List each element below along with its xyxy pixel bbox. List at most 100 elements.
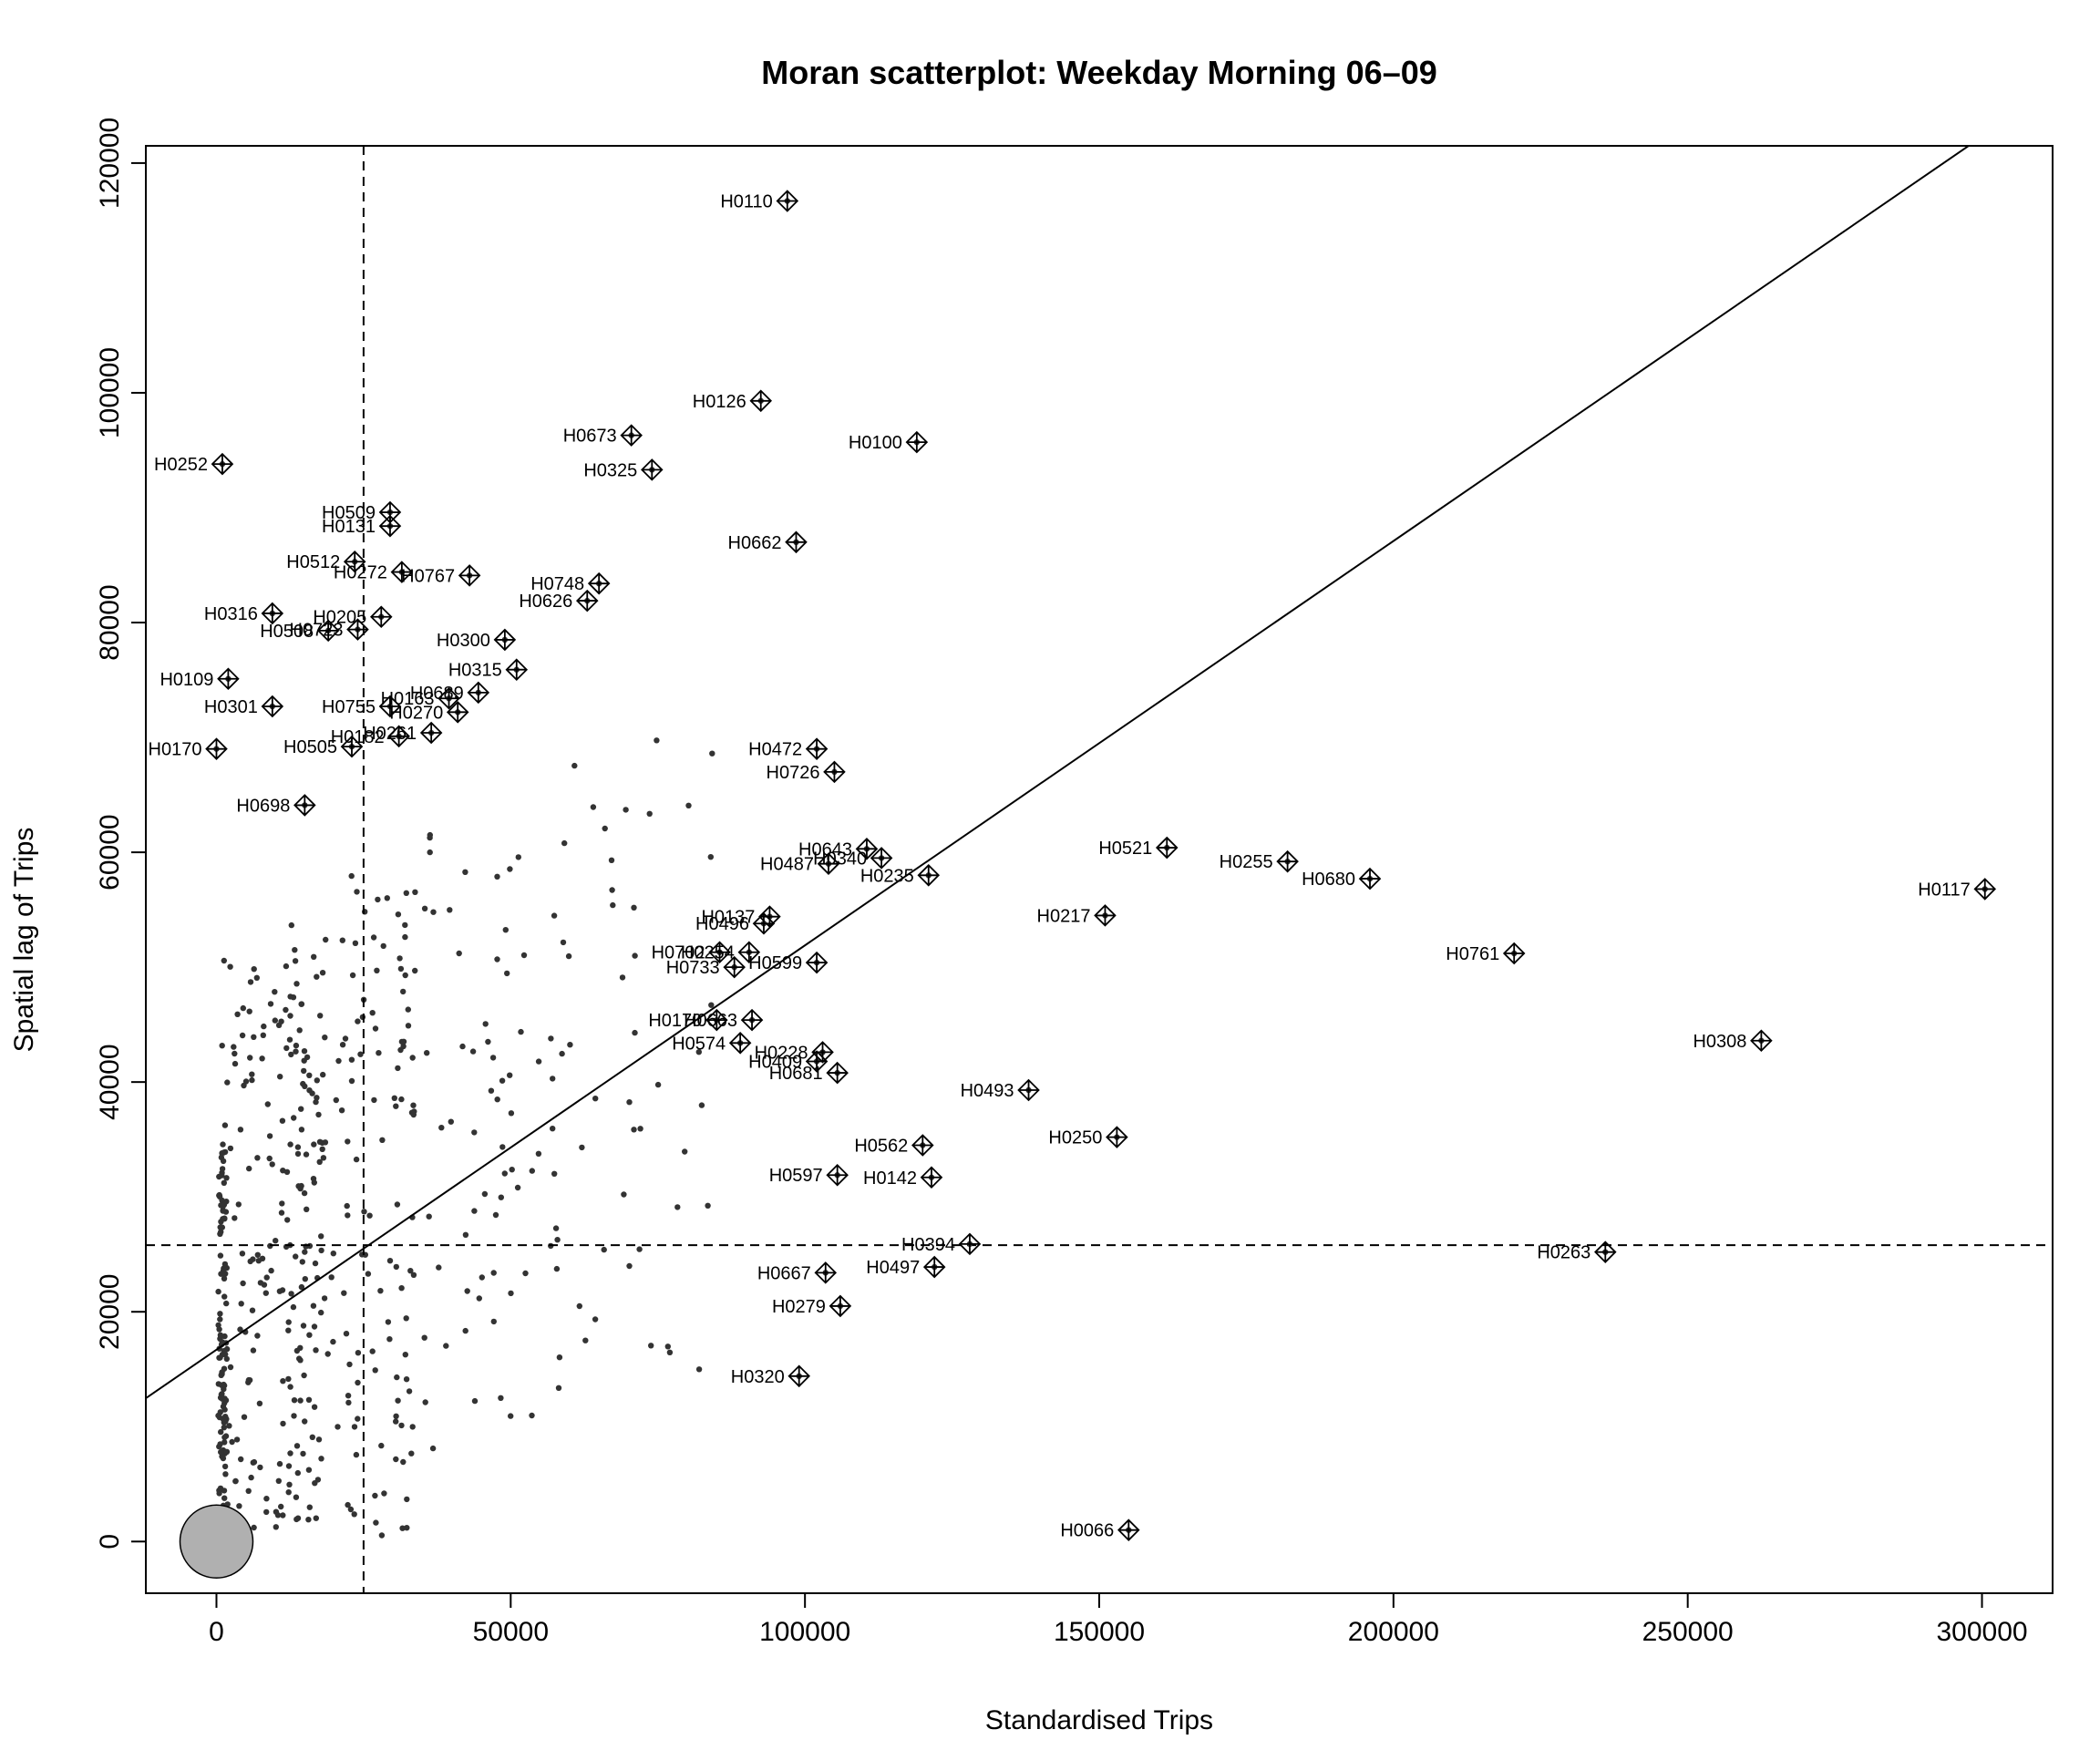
scatter-point (408, 1450, 415, 1457)
scatter-point (221, 1385, 227, 1393)
labeled-point-h0109: H0109 (160, 667, 240, 691)
scatter-point (300, 1323, 307, 1329)
labeled-point-h0110: H0110 (720, 190, 799, 212)
scatter-point (386, 1336, 393, 1343)
scatter-point (301, 1189, 308, 1197)
point-label: H0315 (448, 661, 502, 681)
influence-plus-marker (371, 606, 392, 627)
influence-plus-marker (494, 629, 515, 650)
scatter-point (365, 1271, 372, 1277)
influence-plus-marker (724, 957, 745, 978)
labeled-point-h0726: H0726 (767, 760, 846, 784)
scatter-point (314, 973, 320, 980)
influence-plus-marker (577, 591, 598, 612)
labeled-point-h0521: H0521 (1098, 836, 1179, 860)
influence-plus-marker (1595, 1241, 1616, 1262)
scatter-point (621, 1191, 627, 1198)
x-tick-label: 250000 (1642, 1617, 1734, 1647)
scatter-point (380, 942, 386, 950)
scatter-point (459, 1043, 466, 1050)
influence-plus-marker (262, 602, 283, 623)
scatter-point (330, 1251, 336, 1257)
influence-plus-marker (753, 913, 774, 934)
scatter-point (290, 994, 297, 1001)
influence-plus-marker (807, 952, 828, 973)
point-label: H0512 (286, 552, 340, 572)
scatter-point (236, 1503, 242, 1509)
scatter-point (219, 1150, 225, 1157)
influence-plus-marker (829, 1295, 850, 1316)
scatter-point (346, 1361, 353, 1368)
scatter-point (278, 1018, 284, 1024)
point-label: H0110 (720, 191, 772, 211)
scatter-points (179, 737, 715, 1580)
scatter-point (311, 1179, 317, 1186)
scatter-point (305, 1517, 312, 1523)
scatter-point (348, 872, 355, 880)
scatter-point (294, 1150, 302, 1158)
scatter-point (238, 1456, 244, 1463)
scatter-point (306, 1072, 313, 1079)
point-label: H0626 (519, 592, 572, 612)
point-label: H0066 (1060, 1521, 1114, 1541)
scatter-point (306, 1332, 313, 1338)
labeled-point-h0574: H0574 (672, 1032, 752, 1055)
labeled-point-h0261: H0261 (363, 721, 443, 745)
point-label: H0497 (866, 1258, 920, 1278)
scatter-point (398, 1285, 405, 1292)
scatter-point (302, 1418, 308, 1425)
chart-title: Moran scatterplot: Weekday Morning 06–09 (761, 54, 1437, 91)
influence-plus-marker (211, 454, 232, 475)
scatter-point (217, 1316, 223, 1323)
scatter-point (328, 1274, 335, 1281)
scatter-point (338, 1107, 345, 1114)
point-label: H0493 (961, 1081, 1014, 1101)
point-label: H0117 (1918, 880, 1970, 900)
scatter-point (310, 1302, 317, 1309)
scatter-point (490, 1270, 497, 1276)
point-label: H0250 (1048, 1128, 1102, 1148)
point-label: H0254 (681, 943, 735, 963)
scatter-point (504, 970, 510, 977)
labeled-point-h0182: H0182 (331, 725, 410, 748)
scatter-point (626, 1262, 633, 1270)
scatter-point (404, 1525, 410, 1531)
x-tick-label: 50000 (473, 1617, 549, 1647)
scatter-point (565, 952, 572, 960)
labeled-point-h0702: H0702 (652, 941, 731, 964)
scatter-point (247, 1258, 253, 1265)
scatter-point (375, 896, 381, 903)
scatter-point (315, 1436, 323, 1443)
x-tick-label: 200000 (1348, 1617, 1439, 1647)
point-label: H0681 (769, 1064, 823, 1084)
scatter-point (341, 1290, 347, 1296)
point-label: H0270 (389, 703, 443, 723)
scatter-point (592, 1316, 599, 1323)
scatter-point (248, 1474, 254, 1481)
scatter-point (507, 1072, 513, 1078)
scatter-point (522, 1270, 529, 1277)
scatter-point (266, 1155, 273, 1162)
x-axis: 0 50000 100000 150000 200000 250000 300000 (209, 1592, 2028, 1647)
labeled-point-h0496: H0496 (695, 911, 776, 935)
influence-plus-marker (391, 561, 412, 582)
scatter-point (301, 1057, 307, 1064)
scatter-point (279, 1287, 286, 1293)
scatter-point (462, 1231, 469, 1239)
scatter-point (395, 1065, 401, 1072)
influence-plus-marker (294, 795, 315, 816)
scatter-point (254, 1333, 261, 1339)
point-label: H0574 (672, 1034, 726, 1054)
influence-plus-marker (621, 425, 642, 446)
scatter-point (405, 1023, 412, 1029)
scatter-point (646, 810, 653, 817)
scatter-point (321, 1295, 328, 1302)
scatter-point (509, 1167, 515, 1173)
labeled-point-h0698: H0698 (236, 794, 316, 817)
influence-plus-marker (742, 1010, 763, 1031)
labeled-point-h0597: H0597 (769, 1163, 849, 1187)
scatter-point (409, 1424, 416, 1430)
influence-plus-marker (589, 573, 610, 594)
scatter-point (632, 952, 638, 959)
point-label: H0487 (760, 855, 814, 875)
